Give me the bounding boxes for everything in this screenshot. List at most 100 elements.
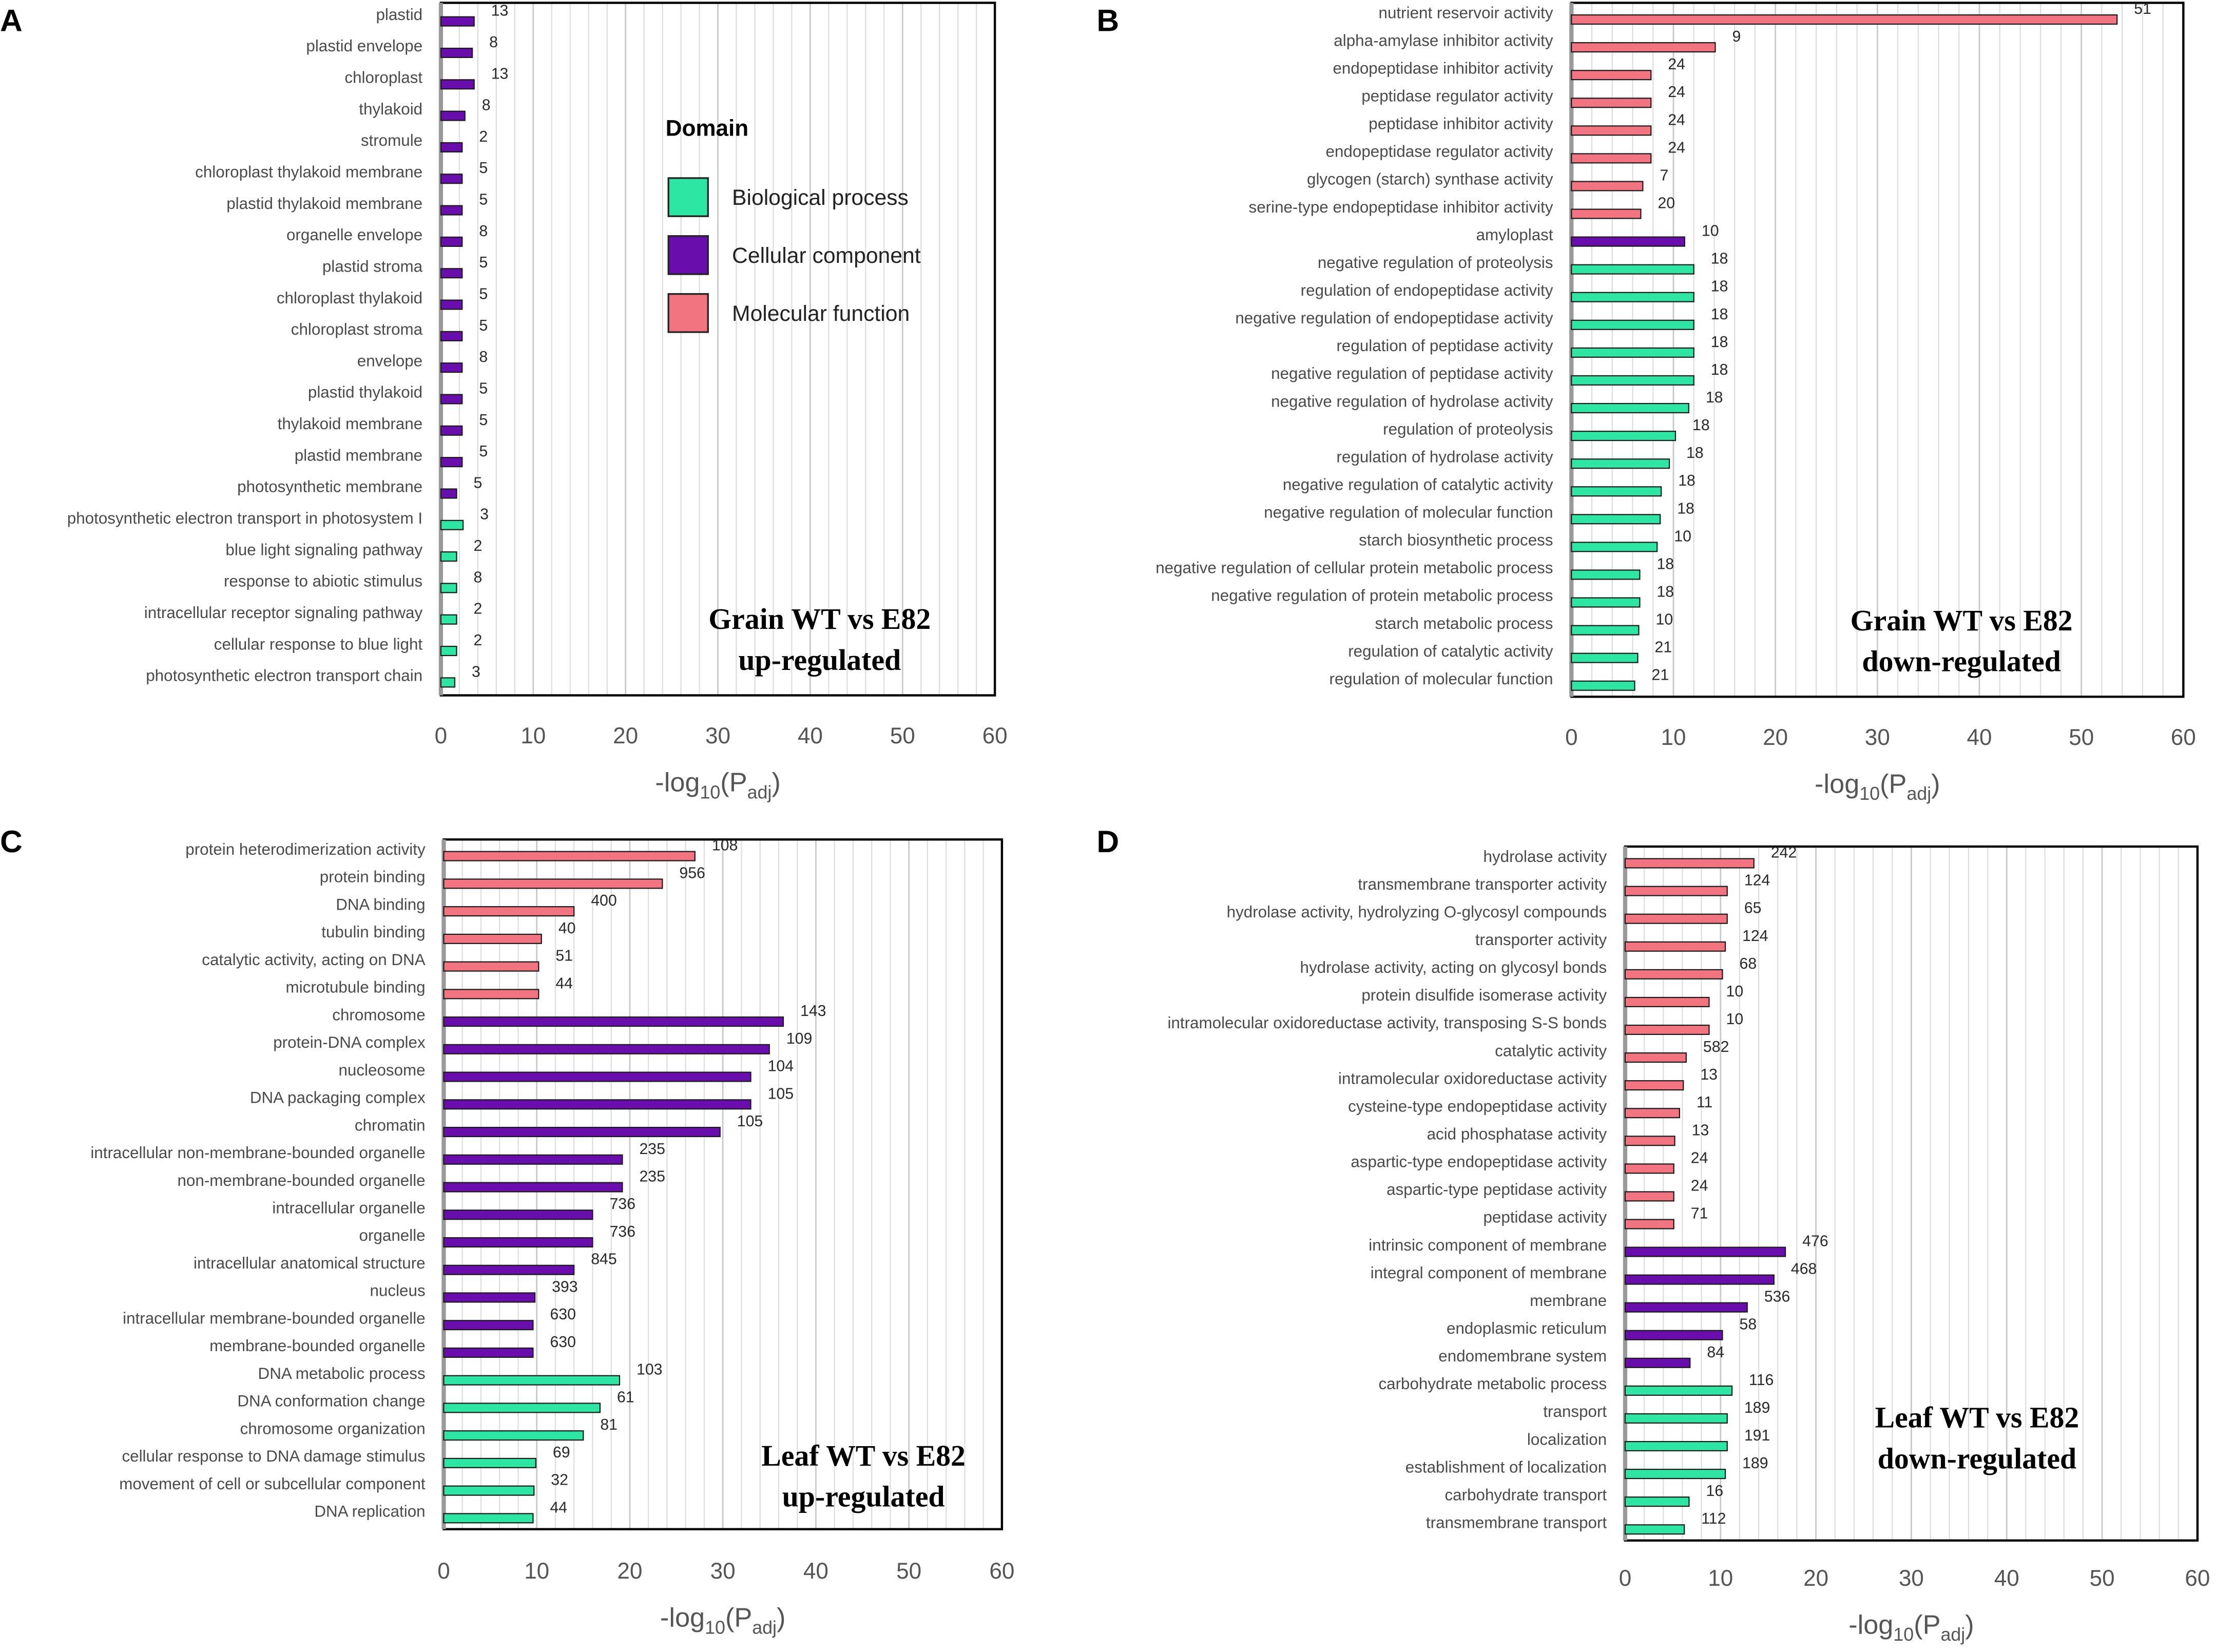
- data-label: 40: [558, 920, 576, 937]
- panel-annotation-line1: Leaf WT vs E82: [761, 1439, 966, 1472]
- category-label: serine-type endopeptidase inhibitor acti…: [1249, 198, 1553, 216]
- category-label: localization: [1527, 1430, 1607, 1448]
- data-label: 61: [617, 1389, 634, 1406]
- x-axis-label-part: -log: [1848, 1610, 1893, 1640]
- bar: [440, 268, 463, 279]
- data-label: 2: [479, 128, 488, 145]
- bar: [443, 1430, 584, 1441]
- panel-annotation-line1: Grain WT vs E82: [708, 602, 931, 636]
- bar: [1624, 913, 1728, 924]
- category-label: negative regulation of cellular protein …: [1155, 559, 1553, 577]
- data-label: 51: [2134, 1, 2151, 17]
- data-label: 18: [1686, 445, 1704, 462]
- data-label: 5: [474, 474, 483, 491]
- x-axis-label-part: (P: [1880, 769, 1906, 799]
- data-label: 18: [1711, 306, 1728, 323]
- data-label: 5: [479, 443, 488, 460]
- data-label: 2: [474, 632, 483, 649]
- bar: [1571, 625, 1640, 636]
- data-label: 630: [550, 1306, 576, 1323]
- category-label: photosynthetic membrane: [237, 478, 422, 496]
- data-label: 124: [1744, 872, 1770, 889]
- category-label: hydrolase activity, acting on glycosyl b…: [1300, 958, 1607, 976]
- bar: [443, 1264, 575, 1275]
- data-label: 65: [1744, 900, 1762, 917]
- legend: Domain Biological process Cellular compone…: [666, 116, 921, 333]
- x-tick-label: 20: [1763, 725, 1788, 750]
- data-label: 845: [591, 1251, 617, 1268]
- data-label: 24: [1668, 56, 1685, 73]
- bar: [443, 1375, 621, 1386]
- data-label: 2: [474, 601, 483, 618]
- category-label: amyloplast: [1476, 226, 1553, 244]
- category-label: envelope: [357, 352, 422, 370]
- category-label: transporter activity: [1475, 931, 1607, 949]
- bar: [1624, 1496, 1690, 1507]
- bar: [440, 79, 475, 90]
- bar: [440, 299, 463, 310]
- x-tick-label: 40: [803, 1559, 828, 1584]
- data-label: 32: [551, 1472, 568, 1489]
- bar: [443, 1154, 623, 1165]
- category-label: regulation of proteolysis: [1383, 420, 1553, 438]
- data-label: 468: [1791, 1261, 1817, 1278]
- bar: [1624, 1469, 1726, 1480]
- x-axis-label: -log10(Padj): [655, 768, 780, 803]
- category-label: organelle envelope: [286, 226, 422, 244]
- data-label: 5: [479, 160, 488, 177]
- chart-panel-a: plastid 13 plastid envelope 8 chloroplast 13 t…: [0, 2, 1008, 803]
- bar: [440, 174, 463, 184]
- bar: [1624, 1524, 1685, 1535]
- category-label: blue light signaling pathway: [225, 541, 422, 559]
- category-label: starch metabolic process: [1375, 614, 1553, 632]
- bar: [440, 142, 463, 152]
- bar: [443, 989, 539, 1000]
- data-label: 68: [1740, 955, 1757, 972]
- bar: [440, 520, 464, 530]
- category-label: nucleus: [370, 1282, 425, 1300]
- bar: [1624, 1385, 1733, 1396]
- category-label: response to abiotic stimulus: [224, 572, 422, 590]
- category-label: intramolecular oxidoreductase activity: [1338, 1069, 1607, 1087]
- category-label: nucleosome: [338, 1061, 425, 1079]
- x-tick-label: 0: [435, 723, 448, 748]
- panel-annotation-line2: up-regulated: [782, 1480, 945, 1513]
- x-axis-label-part: -log: [660, 1603, 705, 1633]
- bar: [1571, 486, 1662, 497]
- category-label: plastid: [376, 6, 422, 24]
- category-label: intracellular membrane-bounded organelle: [123, 1309, 426, 1327]
- category-label: protein-DNA complex: [273, 1033, 426, 1051]
- data-label: 18: [1656, 583, 1674, 600]
- bar: [1624, 1274, 1775, 1285]
- bar: [440, 614, 457, 625]
- category-label: endoplasmic reticulum: [1447, 1319, 1607, 1337]
- category-label: intrinsic component of membrane: [1369, 1236, 1607, 1254]
- x-axis-label-subscript: adj: [747, 782, 772, 802]
- data-label: 400: [591, 892, 617, 909]
- x-axis-label-subscript: 10: [705, 1617, 725, 1638]
- category-label: chloroplast thylakoid: [277, 289, 422, 307]
- category-label: carbohydrate metabolic process: [1378, 1375, 1607, 1393]
- category-label: tubulin binding: [321, 923, 425, 941]
- data-label: 8: [474, 569, 483, 586]
- x-tick-label: 40: [798, 723, 823, 748]
- panel-annotation-line2: up-regulated: [738, 643, 901, 677]
- category-label: chloroplast thylakoid membrane: [195, 163, 422, 181]
- data-label: 5: [479, 191, 488, 208]
- category-label: chromosome organization: [240, 1419, 426, 1437]
- category-label: DNA binding: [336, 895, 425, 913]
- data-label: 58: [1740, 1316, 1757, 1333]
- category-label: chloroplast stroma: [291, 320, 423, 338]
- category-label: establishment of localization: [1405, 1458, 1607, 1476]
- bar: [440, 47, 473, 59]
- panel-letter: C: [0, 824, 23, 859]
- category-label: microtubule binding: [286, 978, 426, 996]
- panel-annotation-line2: down-regulated: [1862, 645, 2060, 678]
- bar: [1624, 858, 1755, 869]
- bar: [1571, 236, 1685, 247]
- data-label: 18: [1678, 472, 1695, 489]
- category-label: negative regulation of catalytic activit…: [1283, 475, 1553, 493]
- x-tick-label: 40: [1967, 725, 1992, 750]
- bar: [443, 1099, 751, 1110]
- bar: [1571, 514, 1661, 525]
